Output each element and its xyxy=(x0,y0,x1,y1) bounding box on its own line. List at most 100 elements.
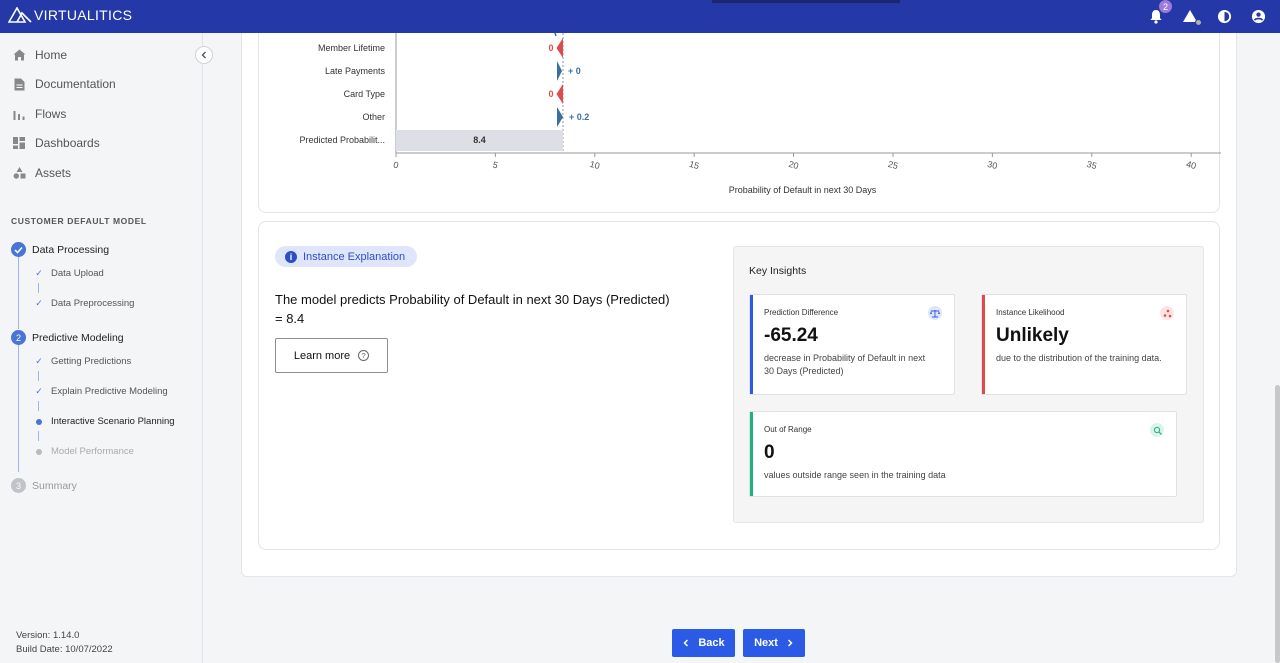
step-connector xyxy=(18,257,19,329)
notifications-button[interactable]: 2 xyxy=(1146,0,1172,26)
next-button[interactable]: Next xyxy=(743,629,805,657)
x-tick-label: 20 xyxy=(787,159,799,171)
substep-connector xyxy=(38,431,39,441)
sidebar-item-label: Flows xyxy=(35,107,67,121)
step-summary[interactable]: 3 Summary xyxy=(11,478,77,493)
insight-accent-bar xyxy=(750,295,753,394)
check-circle-icon xyxy=(11,242,26,257)
substep-label: Getting Predictions xyxy=(51,356,132,367)
step-data-processing[interactable]: Data Processing xyxy=(11,242,109,257)
substep-connector xyxy=(38,283,39,293)
logo-icon xyxy=(8,7,32,23)
insight-description: decrease in Probability of Default in ne… xyxy=(764,353,926,376)
flows-icon xyxy=(12,107,26,121)
insight-accent-bar xyxy=(750,412,753,496)
contribution-bar xyxy=(556,107,563,127)
data-label: 0 xyxy=(548,43,553,53)
instance-explanation-chip: i Instance Explanation xyxy=(275,246,418,267)
step-predictive-modeling[interactable]: 2 Predictive Modeling xyxy=(11,330,124,345)
contribution-bar xyxy=(556,38,563,58)
chip-label: Instance Explanation xyxy=(303,250,406,263)
substep-model-performance[interactable]: Model Performance xyxy=(34,446,134,457)
warning-triangle-icon xyxy=(1183,10,1197,22)
info-icon: i xyxy=(285,250,297,263)
user-icon xyxy=(1251,9,1265,23)
build-date-text: Build Date: 10/07/2022 xyxy=(16,644,113,655)
data-label: + 0 xyxy=(568,66,581,76)
category-label: Member Lifetime xyxy=(318,43,385,53)
substep-label: Interactive Scenario Planning xyxy=(51,416,175,427)
notification-badge: 2 xyxy=(1159,0,1172,13)
assets-icon xyxy=(12,166,26,180)
top-bar: VIRTUALITICS 2 xyxy=(0,0,1280,33)
insight-card-out-of-range: Out of Range 0 values outside range seen… xyxy=(749,411,1177,497)
substep-explain-predictive-modeling[interactable]: ✓ Explain Predictive Modeling xyxy=(34,386,168,397)
check-icon: ✓ xyxy=(35,386,43,396)
sidebar-item-label: Dashboards xyxy=(35,136,100,150)
insight-description: values outside range seen in the trainin… xyxy=(764,470,946,480)
substep-label: Explain Predictive Modeling xyxy=(51,386,168,397)
step-label: Predictive Modeling xyxy=(32,331,124,344)
x-tick-label: 35 xyxy=(1086,159,1098,171)
user-account-button[interactable] xyxy=(1248,6,1268,26)
contribution-bar xyxy=(556,61,562,81)
brand-logo[interactable]: VIRTUALITICS xyxy=(8,7,132,23)
step-label: Summary xyxy=(32,479,77,492)
substep-interactive-scenario-planning[interactable]: Interactive Scenario Planning xyxy=(34,416,175,427)
collapse-sidebar-button[interactable] xyxy=(195,46,213,64)
theme-toggle-button[interactable] xyxy=(1214,6,1234,26)
sidebar-item-documentation[interactable]: Documentation xyxy=(12,77,116,91)
category-label: Predicted Probabilit... xyxy=(299,135,385,145)
version-text: Version: 1.14.0 xyxy=(16,630,80,641)
learn-more-button[interactable]: Learn more ? xyxy=(275,338,388,373)
substep-label: Data Preprocessing xyxy=(51,298,135,309)
brand-name: VIRTUALITICS xyxy=(34,7,133,23)
check-icon: ✓ xyxy=(35,298,43,308)
prediction-text: The model predicts Probability of Defaul… xyxy=(275,292,670,326)
check-icon: ✓ xyxy=(35,268,43,278)
alert-status-dot xyxy=(1195,19,1202,26)
sidebar-item-assets[interactable]: Assets xyxy=(12,166,71,180)
substep-label: Data Upload xyxy=(51,268,104,279)
category-label: Other xyxy=(362,112,385,122)
chevron-left-icon xyxy=(683,639,689,647)
waterfall-chart-card: 0 5 10 15 20 25 30 35 40 Probability of Default i… xyxy=(258,32,1221,213)
substep-label: Model Performance xyxy=(51,446,134,457)
data-label: 0 xyxy=(548,89,553,99)
chevron-right-icon xyxy=(787,639,793,647)
sidebar-item-dashboards[interactable]: Dashboards xyxy=(12,136,100,150)
current-dot-icon xyxy=(34,418,44,425)
x-tick-label: 30 xyxy=(986,159,998,171)
insight-accent-bar xyxy=(982,295,985,394)
x-tick-label: 25 xyxy=(887,159,899,171)
insight-label: Instance Likelihood xyxy=(996,308,1065,317)
x-tick-label: 0 xyxy=(392,160,399,171)
sidebar-item-home[interactable]: Home xyxy=(12,48,67,62)
sidebar xyxy=(0,33,203,663)
search-chart-icon xyxy=(1150,423,1164,437)
alerts-button[interactable] xyxy=(1180,6,1202,26)
insight-card-instance-likelihood: Instance Likelihood Unlikely due to the … xyxy=(981,294,1187,395)
document-icon xyxy=(12,77,26,91)
step-number: 2 xyxy=(11,330,26,345)
scale-icon xyxy=(928,306,942,320)
substep-getting-predictions[interactable]: ✓ Getting Predictions xyxy=(34,356,131,367)
substep-data-upload[interactable]: ✓ Data Upload xyxy=(34,268,104,279)
waterfall-chart: 0 5 10 15 20 25 30 35 40 Probability of Default i… xyxy=(299,32,1221,195)
project-section-title: CUSTOMER DEFAULT MODEL xyxy=(11,216,147,226)
page-scrollbar[interactable] xyxy=(1275,385,1280,663)
sidebar-item-flows[interactable]: Flows xyxy=(12,107,66,121)
x-tick-label: 40 xyxy=(1185,159,1197,171)
previous-bar-fragment xyxy=(554,32,557,37)
x-axis-label: Probability of Default in next 30 Days xyxy=(729,185,877,195)
contribution-bar xyxy=(556,84,563,104)
data-label: + 0.2 xyxy=(569,112,589,122)
version-info: Version: 1.14.0 Build Date: 10/07/2022 xyxy=(16,629,113,657)
back-button[interactable]: Back xyxy=(672,629,735,657)
next-label: Next xyxy=(754,637,778,649)
back-label: Back xyxy=(698,637,725,649)
brightness-icon xyxy=(1217,9,1231,23)
substep-data-preprocessing[interactable]: ✓ Data Preprocessing xyxy=(34,298,134,309)
help-circle-icon: ? xyxy=(358,350,370,361)
insight-label: Prediction Difference xyxy=(764,308,839,317)
